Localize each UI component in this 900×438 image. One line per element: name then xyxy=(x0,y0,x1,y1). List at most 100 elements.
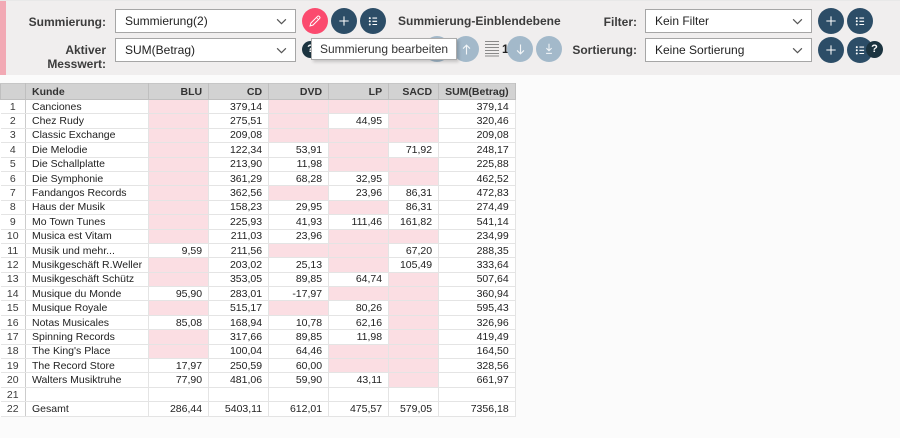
sortierung-help-button[interactable]: ? xyxy=(866,41,883,58)
cell-kunde[interactable]: Die Symphonie xyxy=(25,171,150,187)
row-number-cell[interactable]: 6 xyxy=(0,171,26,187)
cell-cd[interactable]: 250,59 xyxy=(208,358,270,374)
cell-dvd[interactable]: 10,78 xyxy=(268,315,330,331)
cell-sacd[interactable] xyxy=(388,387,440,403)
cell-blu[interactable] xyxy=(148,387,210,403)
row-number-cell[interactable]: 5 xyxy=(0,157,26,172)
column-header-blu[interactable]: BLU xyxy=(148,83,210,100)
cell-kunde[interactable]: Spinning Records xyxy=(25,329,150,345)
cell-cd[interactable]: 168,94 xyxy=(208,315,270,331)
row-number-cell[interactable]: 16 xyxy=(0,315,26,331)
cell-blu[interactable]: 77,90 xyxy=(148,372,210,388)
cell-sacd[interactable] xyxy=(388,315,440,331)
cell-lp[interactable] xyxy=(328,286,390,302)
cell-blu[interactable] xyxy=(148,214,210,230)
cell-blu[interactable] xyxy=(148,142,210,158)
cell-blu[interactable] xyxy=(148,200,210,216)
sortierung-dropdown[interactable]: Keine Sortierung xyxy=(645,38,812,62)
cell-blu[interactable]: 85,08 xyxy=(148,315,210,331)
row-number-cell[interactable]: 20 xyxy=(0,372,26,388)
aktiver-messwert-dropdown[interactable]: SUM(Betrag) xyxy=(115,38,296,62)
cell-sum[interactable]: 360,94 xyxy=(438,286,516,302)
cell-blu[interactable] xyxy=(148,229,210,244)
cell-lp[interactable] xyxy=(328,358,390,374)
cell-kunde[interactable]: The Record Store xyxy=(25,358,150,374)
cell-dvd[interactable]: 41,93 xyxy=(268,214,330,230)
cell-lp[interactable]: 44,95 xyxy=(328,113,390,129)
cell-cd[interactable]: 283,01 xyxy=(208,286,270,302)
cell-blu[interactable] xyxy=(148,257,210,273)
cell-lp[interactable]: 64,74 xyxy=(328,272,390,288)
cell-sacd[interactable] xyxy=(388,272,440,288)
cell-kunde[interactable]: Musik und mehr... xyxy=(25,243,150,259)
cell-dvd[interactable]: 89,85 xyxy=(268,272,330,288)
cell-sum[interactable]: 333,64 xyxy=(438,257,516,273)
cell-sum[interactable]: 225,88 xyxy=(438,157,516,172)
level-to-bottom-button[interactable] xyxy=(536,36,562,62)
cell-lp[interactable] xyxy=(328,243,390,259)
cell-lp[interactable]: 11,98 xyxy=(328,329,390,345)
cell-dvd[interactable] xyxy=(268,185,330,201)
add-summierung-button[interactable] xyxy=(331,8,357,34)
cell-lp[interactable]: 475,57 xyxy=(328,401,390,417)
row-number-cell[interactable]: 22 xyxy=(0,401,26,417)
cell-kunde[interactable]: The King's Place xyxy=(25,344,150,360)
add-sortierung-button[interactable] xyxy=(818,37,844,63)
cell-cd[interactable]: 5403,11 xyxy=(208,401,270,417)
row-number-cell[interactable]: 7 xyxy=(0,185,26,201)
cell-lp[interactable]: 43,11 xyxy=(328,372,390,388)
cell-sum[interactable]: 379,14 xyxy=(438,99,516,115)
cell-sum[interactable]: 328,56 xyxy=(438,358,516,374)
cell-cd[interactable]: 100,04 xyxy=(208,344,270,360)
cell-blu[interactable] xyxy=(148,344,210,360)
cell-cd[interactable]: 379,14 xyxy=(208,99,270,115)
cell-dvd[interactable]: 25,13 xyxy=(268,257,330,273)
filter-dropdown[interactable]: Kein Filter xyxy=(645,9,812,33)
row-number-cell[interactable]: 11 xyxy=(0,243,26,259)
cell-dvd[interactable]: 89,85 xyxy=(268,329,330,345)
cell-sum[interactable]: 274,49 xyxy=(438,200,516,216)
cell-sum[interactable]: 541,14 xyxy=(438,214,516,230)
cell-kunde[interactable]: Musique Royale xyxy=(25,300,150,316)
cell-cd[interactable]: 275,51 xyxy=(208,113,270,129)
cell-sacd[interactable] xyxy=(388,171,440,187)
cell-dvd[interactable]: 64,46 xyxy=(268,344,330,360)
cell-kunde[interactable]: Musique du Monde xyxy=(25,286,150,302)
cell-sacd[interactable] xyxy=(388,157,440,172)
cell-blu[interactable] xyxy=(148,185,210,201)
cell-kunde[interactable]: Notas Musicales xyxy=(25,315,150,331)
row-number-cell[interactable]: 12 xyxy=(0,257,26,273)
cell-kunde[interactable]: Classic Exchange xyxy=(25,128,150,144)
cell-lp[interactable] xyxy=(328,142,390,158)
cell-dvd[interactable]: 23,96 xyxy=(268,229,330,244)
cell-blu[interactable] xyxy=(148,329,210,345)
cell-blu[interactable] xyxy=(148,300,210,316)
add-filter-button[interactable] xyxy=(818,8,844,34)
cell-lp[interactable]: 62,16 xyxy=(328,315,390,331)
level-up-button[interactable] xyxy=(453,36,479,62)
cell-sum[interactable]: 164,50 xyxy=(438,344,516,360)
cell-sacd[interactable]: 161,82 xyxy=(388,214,440,230)
row-number-cell[interactable]: 1 xyxy=(0,99,26,115)
cell-lp[interactable] xyxy=(328,128,390,144)
cell-sum[interactable] xyxy=(438,387,516,403)
cell-sacd[interactable] xyxy=(388,286,440,302)
cell-kunde[interactable]: Haus der Musik xyxy=(25,200,150,216)
cell-lp[interactable]: 23,96 xyxy=(328,185,390,201)
cell-cd[interactable]: 211,56 xyxy=(208,243,270,259)
cell-dvd[interactable]: -17,97 xyxy=(268,286,330,302)
cell-sacd[interactable]: 105,49 xyxy=(388,257,440,273)
row-number-cell[interactable]: 15 xyxy=(0,300,26,316)
cell-cd[interactable]: 209,08 xyxy=(208,128,270,144)
cell-sum[interactable]: 248,17 xyxy=(438,142,516,158)
summierung-list-button[interactable] xyxy=(360,8,386,34)
cell-sacd[interactable] xyxy=(388,344,440,360)
cell-sacd[interactable] xyxy=(388,358,440,374)
cell-cd[interactable]: 225,93 xyxy=(208,214,270,230)
cell-dvd[interactable]: 53,91 xyxy=(268,142,330,158)
row-number-cell[interactable]: 9 xyxy=(0,214,26,230)
cell-sacd[interactable] xyxy=(388,229,440,244)
cell-sum[interactable]: 320,46 xyxy=(438,113,516,129)
cell-sum[interactable]: 288,35 xyxy=(438,243,516,259)
cell-kunde[interactable]: Canciones xyxy=(25,99,150,115)
